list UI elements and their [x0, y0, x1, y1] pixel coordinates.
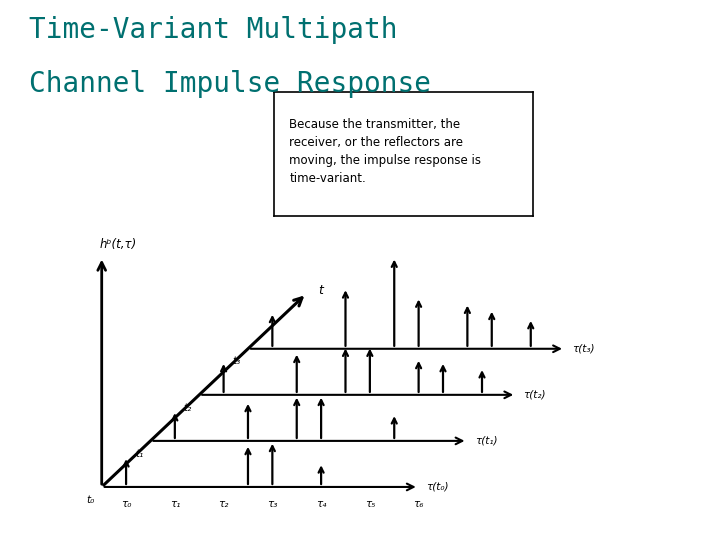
Text: τ₂: τ₂ [218, 500, 229, 509]
Text: τ(t₀): τ(t₀) [426, 482, 449, 492]
Text: τ₆: τ₆ [413, 500, 424, 509]
Text: Time-Variant Multipath: Time-Variant Multipath [29, 16, 397, 44]
Text: Channel Impulse Response: Channel Impulse Response [29, 70, 431, 98]
Text: τ₅: τ₅ [364, 500, 375, 509]
Text: τ₃: τ₃ [267, 500, 277, 509]
Text: τ(t₂): τ(t₂) [523, 390, 546, 400]
Text: t: t [319, 284, 323, 297]
Text: τ₁: τ₁ [170, 500, 180, 509]
Text: τ₀: τ₀ [121, 500, 131, 509]
Text: t₀: t₀ [86, 495, 94, 504]
Text: t₂: t₂ [184, 402, 192, 413]
Text: t₁: t₁ [135, 449, 143, 458]
Text: τ(t₁): τ(t₁) [474, 436, 498, 446]
Text: hᵇ(t,τ): hᵇ(t,τ) [99, 238, 137, 251]
Text: Because the transmitter, the
receiver, or the reflectors are
moving, the impulse: Because the transmitter, the receiver, o… [289, 118, 481, 185]
Text: τ₄: τ₄ [316, 500, 326, 509]
Text: τ(t₃): τ(t₃) [572, 344, 595, 354]
Text: t₃: t₃ [233, 356, 240, 367]
